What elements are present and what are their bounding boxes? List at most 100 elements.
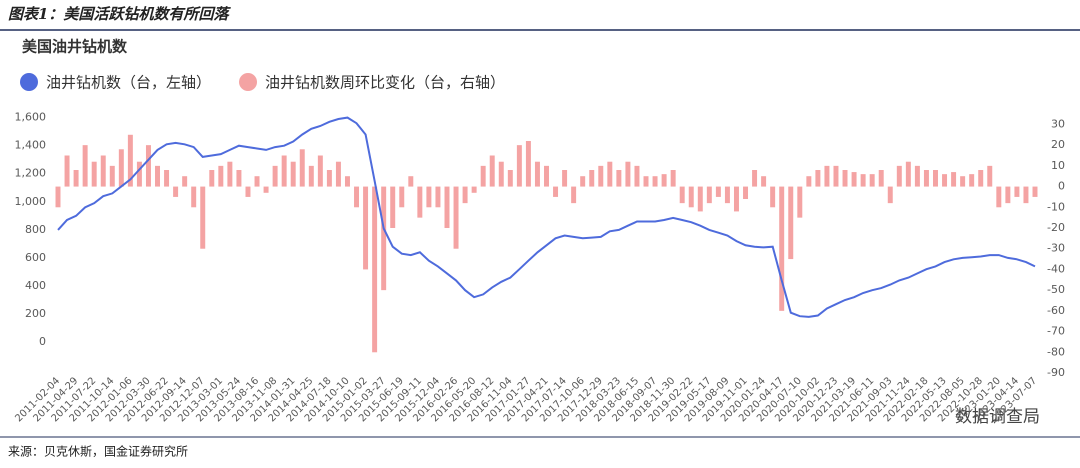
bar [670,170,676,187]
bar [733,186,739,212]
bar [191,186,197,208]
bar [227,161,233,187]
bar [553,186,559,197]
bar [182,176,188,187]
bar [914,165,920,187]
bar [761,176,767,187]
bar [127,134,133,187]
source-note: 来源：贝克休斯，国金证券研究所 [8,444,188,459]
y2-tick-label: -80 [1047,345,1065,358]
bar [344,176,350,187]
bar [661,174,667,187]
bar [643,176,649,187]
bar [878,170,884,187]
bar [724,186,730,204]
bar [462,186,468,204]
bar [399,186,405,208]
bar [697,186,703,212]
bar [91,161,97,187]
bar [706,186,712,204]
bar [788,186,794,260]
bar [408,176,414,187]
bar [544,165,549,187]
bar [200,186,206,249]
bar [1005,186,1011,204]
bar [562,170,568,187]
y2-tick-label: -60 [1047,304,1065,317]
bar [218,165,224,187]
bar [869,174,875,187]
y2-tick-label: -40 [1047,262,1065,275]
y2-tick-label: 30 [1051,117,1065,130]
legend-marker [239,73,258,91]
bar [326,170,332,187]
bar [263,186,269,193]
bar [815,170,821,187]
bar [679,186,685,204]
bar [571,186,577,204]
bar [960,176,966,187]
bar [516,145,522,187]
bar [480,165,486,187]
y2-tick-label: -70 [1047,325,1065,338]
bar [797,186,803,218]
bar [73,170,79,187]
y2-tick-label: -30 [1047,242,1065,255]
bar [164,170,170,187]
bar [1032,186,1038,197]
bar [770,186,776,208]
y-tick-label: 1,200 [15,167,47,180]
bar [607,161,613,187]
bar [652,176,658,187]
y2-tick-label: 20 [1051,138,1065,151]
bar [978,170,984,187]
bar [933,170,938,187]
legend-label: 油井钻机数（台，左轴） [46,74,211,92]
bar [308,165,314,187]
bar [1023,186,1029,204]
bar [598,165,604,187]
line [57,116,1036,318]
bar [806,176,812,187]
legend-marker [20,73,38,91]
y2-tick-label: -10 [1047,200,1065,213]
bar [426,186,432,208]
bar [534,161,540,187]
bar [625,161,631,187]
bar [390,186,396,228]
bar [354,186,360,208]
bar [987,165,993,187]
bar [335,161,341,187]
bar [254,176,260,187]
bar [525,141,531,187]
legend-label: 油井钻机数周环比变化（台，右轴） [265,74,505,92]
bar [688,186,694,208]
bar [317,155,323,187]
bar [833,165,839,187]
bar [824,165,830,187]
bar [634,165,640,187]
bar [580,176,586,187]
y-tick-label: 600 [25,251,46,264]
bar [887,186,893,204]
bar [1014,186,1020,197]
bar [896,165,902,187]
bar [942,174,948,187]
bar [471,186,477,193]
y2-tick-label: -20 [1047,221,1065,234]
bar [417,186,423,218]
bar [860,174,866,187]
bar [363,186,369,270]
bar [951,172,957,187]
bar [923,170,929,187]
bar [435,186,441,208]
bar [498,161,504,187]
bar [851,172,857,187]
bar [905,161,911,187]
bar [173,186,179,197]
bar [969,174,975,187]
bar [82,145,88,187]
bar [372,186,378,353]
y2-tick-label: -50 [1047,283,1065,296]
y-tick-label: 800 [25,223,46,236]
